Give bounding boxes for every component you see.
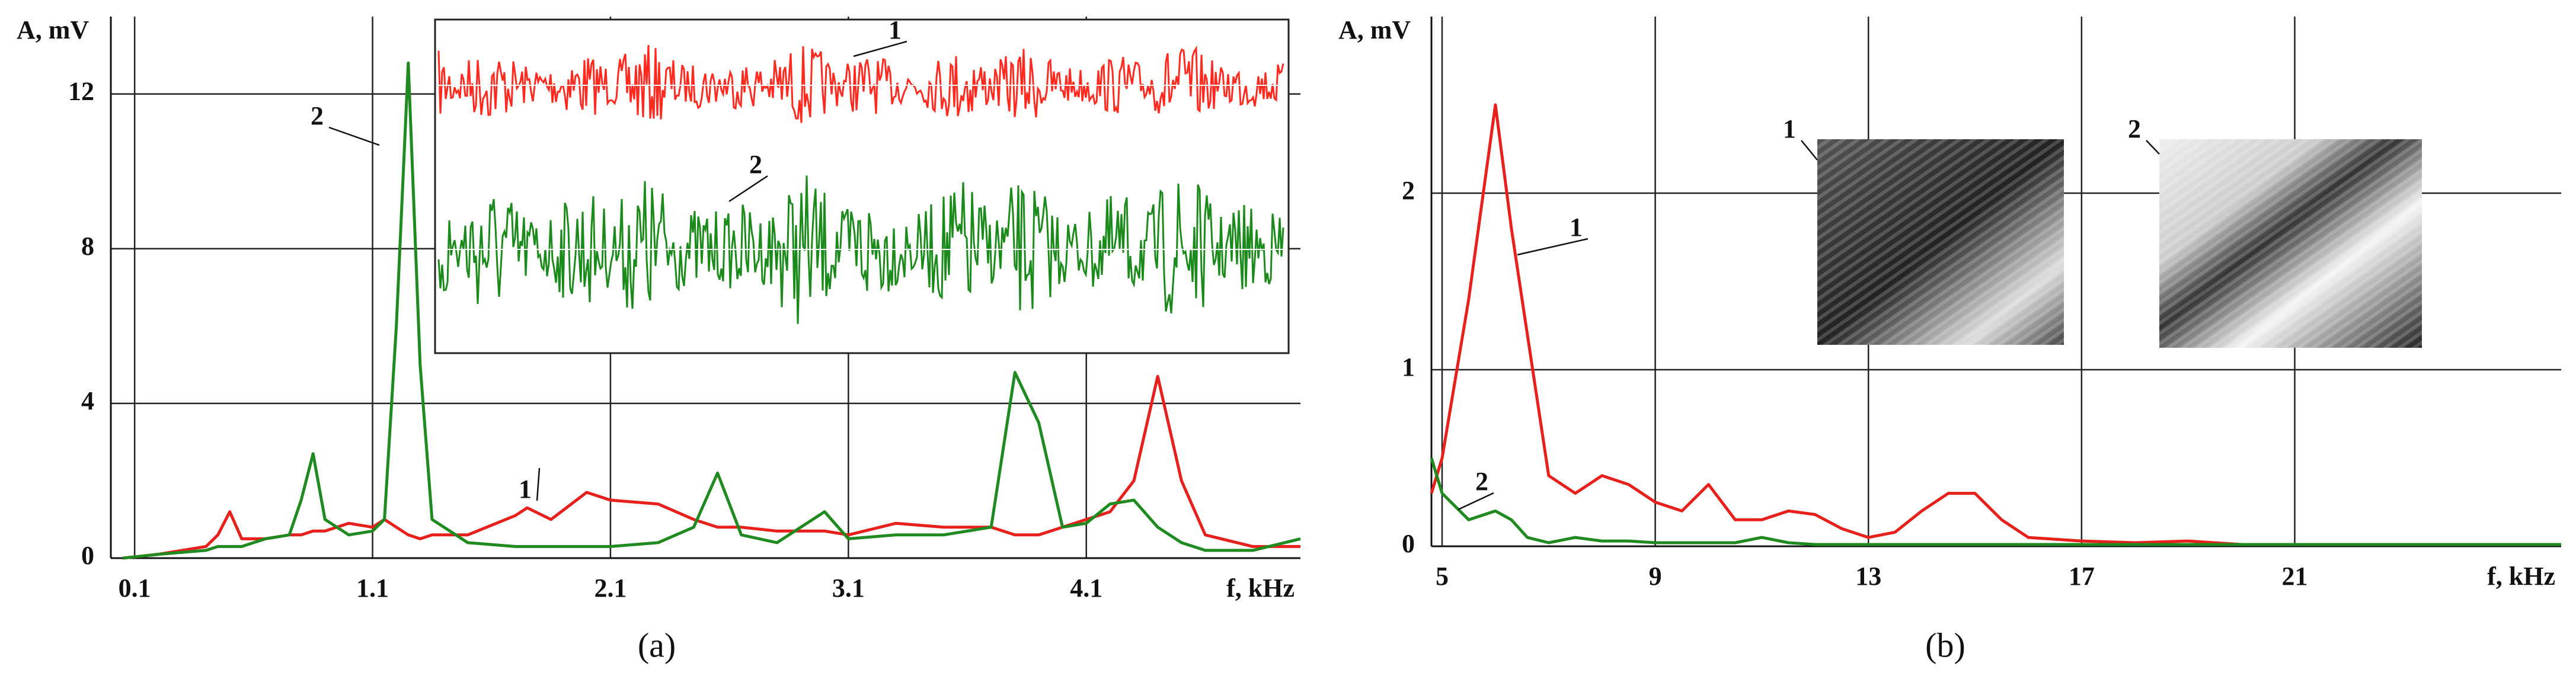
leader-line: [536, 467, 541, 501]
x-tick-label: 13: [1855, 562, 1881, 591]
leader-line: [1458, 492, 1494, 511]
inset-image-texture: [2159, 139, 2422, 348]
series-line: [122, 374, 1300, 560]
y-tick-label: 0: [1402, 529, 1415, 558]
x-tick-label: 4.1: [1070, 574, 1102, 603]
x-tick-label: 1.1: [356, 574, 389, 603]
series-label: 2: [311, 101, 324, 130]
x-axis-label: f, kHz: [2487, 562, 2555, 591]
y-tick-label: 8: [81, 232, 94, 261]
inset-label: 1: [1783, 114, 1796, 143]
x-tick-label: 2.1: [594, 574, 627, 603]
y-tick-label: 4: [81, 386, 94, 415]
y-axis-label: A, mV: [17, 15, 89, 44]
x-tick-label: 17: [2069, 562, 2095, 591]
inset-label: 2: [2128, 114, 2141, 143]
leader-line: [728, 175, 768, 203]
y-tick-label: 1: [1402, 353, 1415, 382]
inset-waveform: [437, 175, 1284, 324]
caption: (b): [1925, 626, 1965, 664]
series-line: [1430, 103, 2561, 546]
x-tick-label: 21: [2281, 562, 2307, 591]
y-axis-label: A, mV: [1338, 15, 1411, 44]
x-tick-label: 3.1: [832, 574, 865, 603]
x-axis-label: f, kHz: [1226, 574, 1295, 603]
series-label: 2: [1475, 467, 1488, 496]
inset-label: 2: [749, 150, 762, 179]
leader-line: [1801, 140, 1818, 161]
y-tick-label: 12: [68, 77, 94, 106]
series-label: 1: [519, 475, 532, 504]
leader-line: [2146, 140, 2160, 155]
y-tick-label: 0: [81, 541, 94, 570]
series-label: 1: [1570, 213, 1583, 242]
leader-line: [853, 40, 907, 57]
leader-line: [1517, 238, 1589, 256]
x-tick-label: 5: [1436, 562, 1449, 591]
inset-label: 1: [889, 15, 902, 44]
series-line: [1430, 457, 2561, 546]
y-tick-label: 2: [1402, 176, 1415, 205]
x-tick-label: 9: [1649, 562, 1662, 591]
inset-image-texture: [1817, 139, 2064, 345]
leader-line: [328, 126, 380, 146]
x-tick-label: 0.1: [119, 574, 151, 603]
series-line: [122, 61, 1301, 560]
caption: (a): [638, 626, 676, 664]
